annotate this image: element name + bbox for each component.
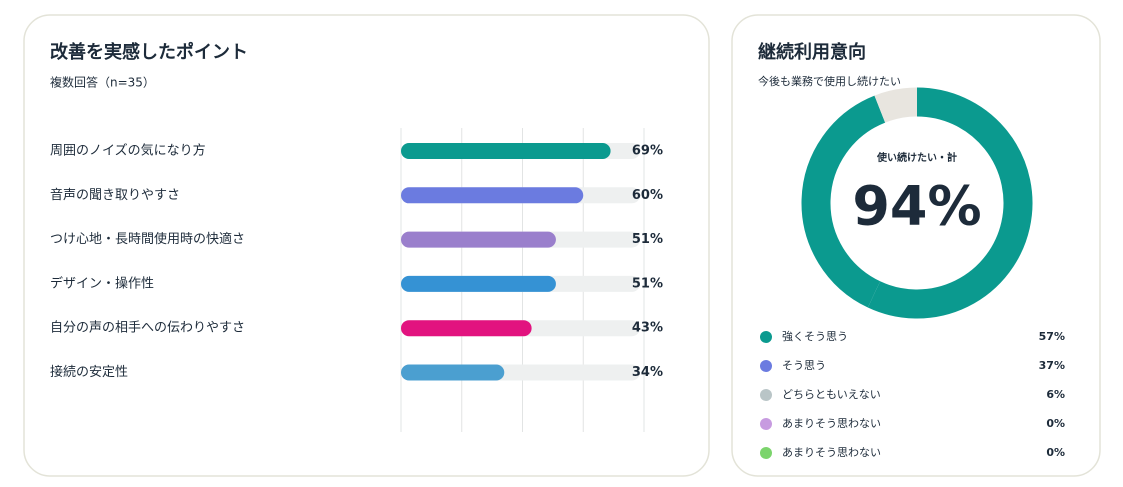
donut-segment <box>867 87 1033 319</box>
legend-dot <box>760 389 772 401</box>
category-label: つけ心地・長時間使用時の快適さ <box>50 231 245 247</box>
legend-dot <box>760 331 772 343</box>
bar <box>401 231 556 248</box>
chart-subtitle: 複数回答（n=35） <box>50 75 155 90</box>
legend-value: 0% <box>1046 417 1065 430</box>
bar <box>401 275 556 292</box>
value-label: 34% <box>632 365 663 380</box>
category-label: 周囲のノイズの気になり方 <box>50 143 206 159</box>
legend-label: あまりそう思わない <box>782 417 881 430</box>
bar <box>401 320 532 337</box>
donut-segment <box>801 95 886 308</box>
legend-value: 57% <box>1039 330 1065 343</box>
donut-segment <box>874 87 918 123</box>
legend-value: 0% <box>1046 446 1065 459</box>
value-label: 51% <box>632 276 663 291</box>
value-label: 43% <box>632 321 663 336</box>
legend-label: あまりそう思わない <box>782 446 881 459</box>
value-label: 69% <box>632 144 663 159</box>
legend-dot <box>760 418 772 430</box>
legend-value: 6% <box>1046 388 1065 401</box>
bar-card <box>23 14 710 477</box>
chart-title: 継続利用意向 <box>758 41 866 63</box>
category-label: 自分の声の相手への伝わりやすさ <box>50 321 245 336</box>
legend-label: そう思う <box>782 359 826 372</box>
value-label: 51% <box>632 232 663 247</box>
legend-label: 強くそう思う <box>782 330 848 343</box>
legend-value: 37% <box>1039 359 1065 372</box>
value-label: 60% <box>632 188 663 203</box>
legend-dot <box>760 447 772 459</box>
center-value: 94% <box>852 175 981 238</box>
donut-card <box>731 14 1101 477</box>
bar <box>401 143 611 159</box>
bar <box>401 364 505 381</box>
bar <box>401 187 584 204</box>
category-label: 接続の安定性 <box>50 364 128 380</box>
category-label: 音声の聞き取りやすさ <box>50 187 180 203</box>
category-label: デザイン・操作性 <box>50 275 154 291</box>
legend-dot <box>760 360 772 372</box>
legend-label: どちらともいえない <box>782 388 881 401</box>
center-label: 使い続けたい・計 <box>876 151 957 164</box>
chart-subtitle: 今後も業務で使用し続けたい <box>758 74 901 88</box>
chart-title: 改善を実感したポイント <box>50 41 248 63</box>
